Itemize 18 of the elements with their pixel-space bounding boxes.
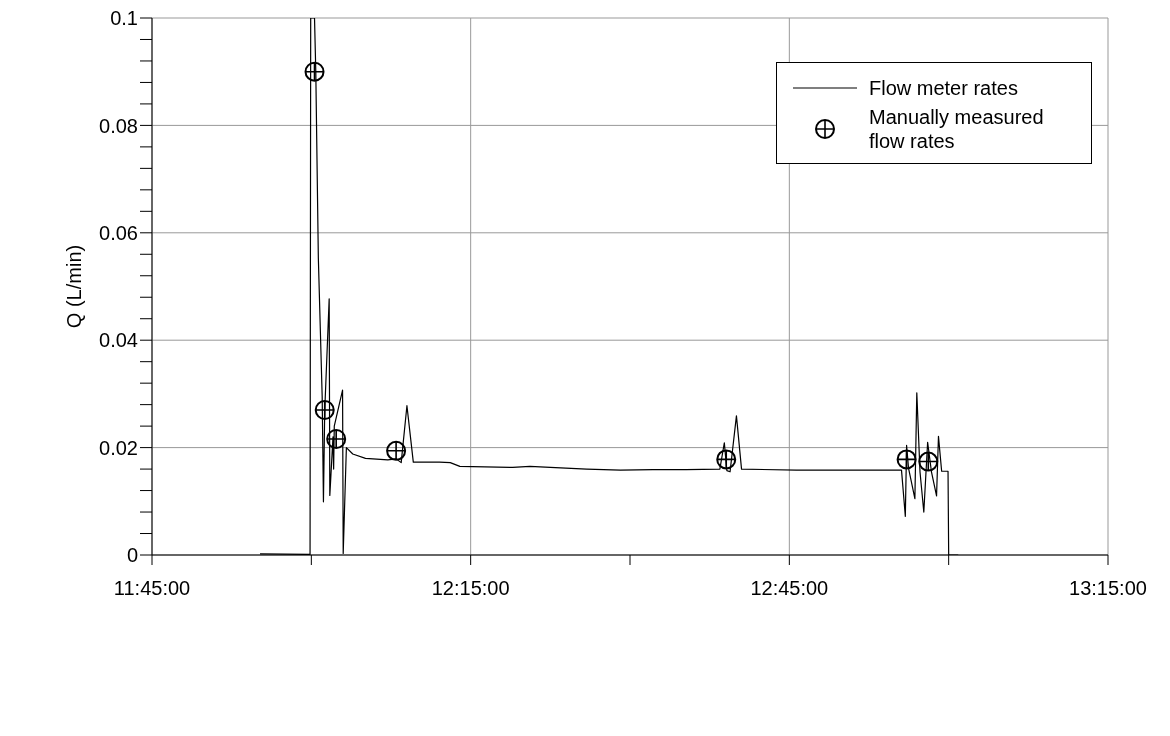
- point: [386, 440, 407, 461]
- x-tick-label: 12:45:00: [750, 577, 829, 600]
- y-tick-label: 0: [126, 544, 138, 567]
- point: [896, 449, 917, 470]
- point: [918, 451, 939, 472]
- legend-label: Manually measured flow rates: [869, 105, 1045, 153]
- x-tick-label: 13:15:00: [1069, 577, 1147, 600]
- point: [716, 449, 737, 470]
- y-tick-label: 0.04: [99, 329, 138, 352]
- y-tick-label: 0.06: [99, 221, 138, 244]
- y-tick-label: 0.1: [110, 7, 138, 30]
- y-tick-label: 0.08: [99, 114, 138, 137]
- y-axis-title: Q (L/min): [63, 244, 86, 329]
- legend-label: Flow meter rates: [869, 76, 1018, 100]
- y-tick-label: 0.02: [99, 436, 138, 459]
- point: [326, 429, 347, 450]
- x-tick-label: 11:45:00: [113, 577, 191, 600]
- x-tick-label: 12:15:00: [431, 577, 510, 600]
